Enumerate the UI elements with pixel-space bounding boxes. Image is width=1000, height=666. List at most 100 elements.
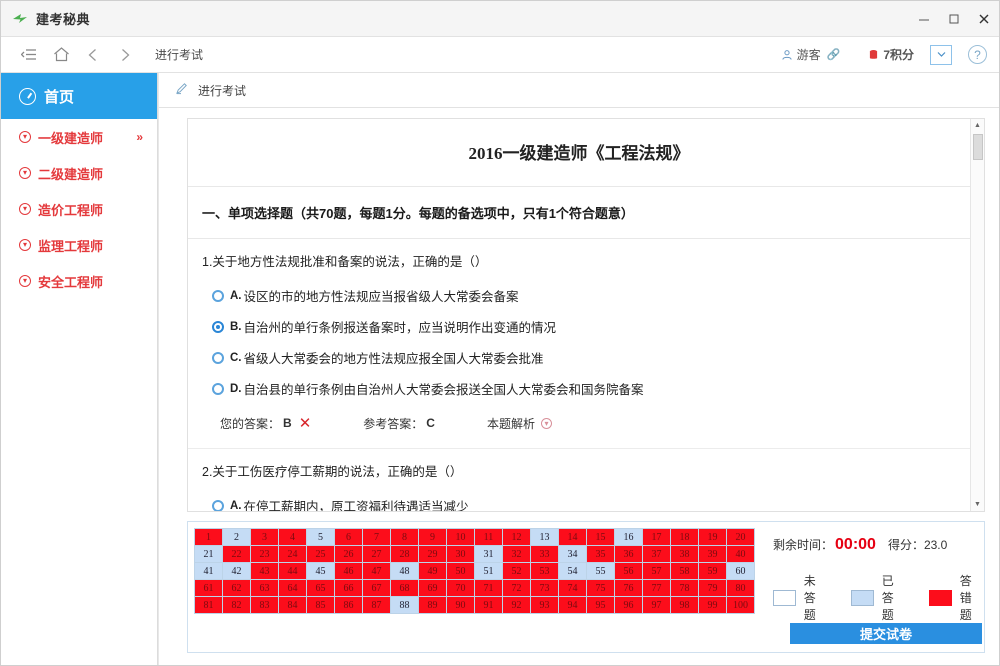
answer-grid-cell[interactable]: 44 [279, 563, 306, 579]
answer-grid-cell[interactable]: 53 [531, 563, 558, 579]
answer-grid-cell[interactable]: 49 [419, 563, 446, 579]
answer-grid-cell[interactable]: 31 [475, 546, 502, 562]
answer-grid-cell[interactable]: 68 [391, 580, 418, 596]
answer-grid-cell[interactable]: 65 [307, 580, 334, 596]
answer-grid-cell[interactable]: 85 [307, 597, 334, 613]
answer-grid-cell[interactable]: 7 [363, 529, 390, 545]
answer-grid-cell[interactable]: 13 [531, 529, 558, 545]
answer-grid-cell[interactable]: 18 [671, 529, 698, 545]
scroll-down-button[interactable]: ▼ [974, 501, 981, 508]
answer-grid-cell[interactable]: 73 [531, 580, 558, 596]
forward-button[interactable] [109, 40, 141, 70]
answer-grid-cell[interactable]: 60 [727, 563, 754, 579]
answer-grid-cell[interactable]: 97 [643, 597, 670, 613]
answer-grid-cell[interactable]: 70 [447, 580, 474, 596]
answer-grid-cell[interactable]: 39 [699, 546, 726, 562]
answer-grid-cell[interactable]: 30 [447, 546, 474, 562]
close-button[interactable] [969, 1, 999, 37]
answer-grid-cell[interactable]: 74 [559, 580, 586, 596]
answer-grid-cell[interactable]: 12 [503, 529, 530, 545]
answer-grid-cell[interactable]: 54 [559, 563, 586, 579]
answer-grid-cell[interactable]: 27 [363, 546, 390, 562]
answer-grid-cell[interactable]: 42 [223, 563, 250, 579]
answer-grid-cell[interactable]: 21 [195, 546, 222, 562]
answer-grid-cell[interactable]: 47 [363, 563, 390, 579]
analysis-toggle[interactable]: 本题解析 ▾ [487, 415, 552, 432]
answer-grid-cell[interactable]: 40 [727, 546, 754, 562]
answer-grid-cell[interactable]: 89 [419, 597, 446, 613]
answer-grid-cell[interactable]: 50 [447, 563, 474, 579]
answer-grid-cell[interactable]: 67 [363, 580, 390, 596]
answer-grid-cell[interactable]: 5 [307, 529, 334, 545]
option-a[interactable]: A. 设区的市的地方性法规应当报省级人大常委会备案 [202, 280, 956, 311]
answer-grid-cell[interactable]: 17 [643, 529, 670, 545]
answer-grid-cell[interactable]: 14 [559, 529, 586, 545]
answer-grid-cell[interactable]: 29 [419, 546, 446, 562]
option-c[interactable]: C. 省级人大常委会的地方性法规应报全国人大常委会批准 [202, 342, 956, 373]
answer-grid-cell[interactable]: 26 [335, 546, 362, 562]
answer-grid-cell[interactable]: 23 [251, 546, 278, 562]
answer-grid-cell[interactable]: 58 [671, 563, 698, 579]
answer-grid-cell[interactable]: 80 [727, 580, 754, 596]
answer-grid-cell[interactable]: 61 [195, 580, 222, 596]
help-icon[interactable]: ? [968, 45, 987, 64]
answer-grid-cell[interactable]: 20 [727, 529, 754, 545]
sidebar-item-safety-engineer[interactable]: ▾ 安全工程师 [1, 263, 157, 299]
option-d[interactable]: D. 自治县的单行条例由自治州人大常委会报送全国人大常委会和国务院备案 [202, 373, 956, 404]
radio-icon[interactable] [212, 499, 224, 511]
answer-grid-cell[interactable]: 9 [419, 529, 446, 545]
sidebar-item-cost-engineer[interactable]: ▾ 造价工程师 [1, 191, 157, 227]
answer-grid-cell[interactable]: 90 [447, 597, 474, 613]
answer-grid-cell[interactable]: 99 [699, 597, 726, 613]
answer-grid-cell[interactable]: 56 [615, 563, 642, 579]
double-chevron-right-icon[interactable]: » [136, 130, 143, 144]
sidebar-item-supervision-engineer[interactable]: ▾ 监理工程师 [1, 227, 157, 263]
answer-grid-cell[interactable]: 35 [587, 546, 614, 562]
radio-icon[interactable] [212, 351, 224, 364]
answer-grid-cell[interactable]: 78 [671, 580, 698, 596]
answer-grid-cell[interactable]: 51 [475, 563, 502, 579]
answer-grid-cell[interactable]: 75 [587, 580, 614, 596]
answer-grid-cell[interactable]: 52 [503, 563, 530, 579]
answer-grid-cell[interactable]: 34 [559, 546, 586, 562]
answer-grid-cell[interactable]: 92 [503, 597, 530, 613]
minimize-button[interactable] [909, 1, 939, 37]
answer-grid-cell[interactable]: 8 [391, 529, 418, 545]
answer-grid-cell[interactable]: 66 [335, 580, 362, 596]
option-a[interactable]: A. 在停工薪期内，原工资福利待遇适当减少 [202, 490, 956, 511]
answer-grid-cell[interactable]: 37 [643, 546, 670, 562]
vertical-scrollbar[interactable]: ▲ ▼ [970, 119, 984, 511]
answer-grid-cell[interactable]: 81 [195, 597, 222, 613]
answer-grid[interactable]: 1 2 3 4 5 6 7 8 9 10 11 12 13 14 15 16 17 18 19 20 21 22 23 24 2… [194, 528, 755, 614]
answer-grid-cell[interactable]: 28 [391, 546, 418, 562]
answer-grid-cell[interactable]: 19 [699, 529, 726, 545]
answer-grid-cell[interactable]: 72 [503, 580, 530, 596]
answer-grid-cell[interactable]: 41 [195, 563, 222, 579]
scrollbar-track[interactable] [971, 132, 985, 498]
list-menu-icon[interactable] [13, 40, 45, 70]
answer-grid-cell[interactable]: 38 [671, 546, 698, 562]
answer-grid-cell[interactable]: 69 [419, 580, 446, 596]
maximize-button[interactable] [939, 1, 969, 37]
answer-grid-cell[interactable]: 77 [643, 580, 670, 596]
answer-grid-cell[interactable]: 2 [223, 529, 250, 545]
sidebar-item-level2-builder[interactable]: ▾ 二级建造师 [1, 155, 157, 191]
answer-grid-cell[interactable]: 3 [251, 529, 278, 545]
scrollbar-thumb[interactable] [972, 134, 983, 160]
answer-grid-cell[interactable]: 100 [727, 597, 754, 613]
answer-grid-cell[interactable]: 76 [615, 580, 642, 596]
answer-grid-cell[interactable]: 84 [279, 597, 306, 613]
answer-grid-cell[interactable]: 32 [503, 546, 530, 562]
answer-grid-cell[interactable]: 36 [615, 546, 642, 562]
answer-grid-cell[interactable]: 45 [307, 563, 334, 579]
home-icon[interactable] [45, 40, 77, 70]
answer-grid-cell[interactable]: 15 [587, 529, 614, 545]
answer-grid-cell[interactable]: 62 [223, 580, 250, 596]
answer-grid-cell[interactable]: 24 [279, 546, 306, 562]
answer-grid-cell[interactable]: 83 [251, 597, 278, 613]
answer-grid-cell[interactable]: 91 [475, 597, 502, 613]
answer-grid-cell[interactable]: 98 [671, 597, 698, 613]
answer-grid-cell[interactable]: 11 [475, 529, 502, 545]
answer-grid-cell[interactable]: 25 [307, 546, 334, 562]
points-display[interactable]: 7积分 [868, 46, 914, 63]
